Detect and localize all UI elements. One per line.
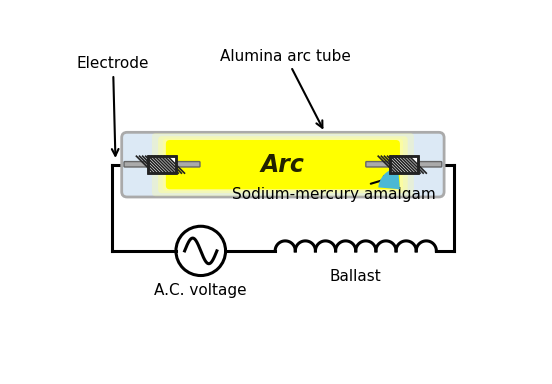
Wedge shape [378,168,400,189]
FancyBboxPatch shape [417,162,442,167]
FancyBboxPatch shape [158,136,408,193]
Text: A.C. voltage: A.C. voltage [155,283,247,298]
Text: Sodium-mercury amalgam: Sodium-mercury amalgam [232,176,436,202]
FancyBboxPatch shape [163,139,403,191]
FancyBboxPatch shape [124,162,149,167]
Text: Alumina arc tube: Alumina arc tube [220,49,351,128]
FancyBboxPatch shape [366,162,391,167]
Bar [390,156,418,173]
FancyBboxPatch shape [166,140,400,189]
Text: Electrode: Electrode [77,56,149,156]
Bar [148,156,176,173]
FancyBboxPatch shape [121,132,444,197]
FancyBboxPatch shape [152,133,414,196]
FancyBboxPatch shape [175,162,200,167]
Text: Arc: Arc [261,153,305,177]
Bar [390,156,418,173]
Bar [148,156,176,173]
Text: Ballast: Ballast [330,269,381,284]
